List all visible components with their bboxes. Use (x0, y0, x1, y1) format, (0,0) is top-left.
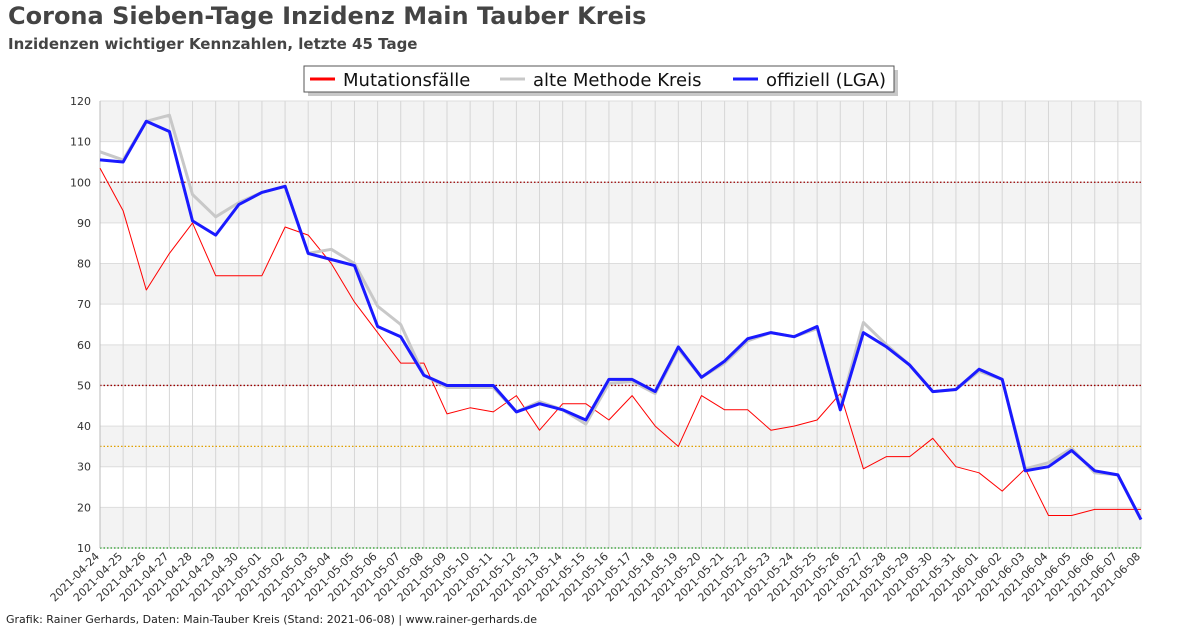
y-tick-label: 50 (77, 379, 91, 392)
legend: Mutationsfälle alte Methode Kreis offiziel… (303, 65, 898, 96)
y-tick-label: 20 (77, 501, 91, 514)
y-tick-label: 80 (77, 258, 91, 271)
chart-subtitle: Inzidenzen wichtiger Kennzahlen, letzte … (8, 35, 418, 53)
y-tick-label: 10 (77, 542, 91, 555)
legend-label: offiziell (LGA) (766, 70, 886, 91)
y-tick-label: 40 (77, 420, 91, 433)
chart-title: Corona Sieben-Tage Inzidenz Main Tauber … (8, 2, 647, 30)
background-band (100, 426, 1141, 467)
background-band (100, 507, 1141, 548)
y-tick-label: 60 (77, 339, 91, 352)
y-tick-label: 120 (70, 95, 91, 108)
plot-background-bands (100, 101, 1141, 548)
y-tick-label: 70 (77, 298, 91, 311)
background-band (100, 101, 1141, 142)
background-band (100, 263, 1141, 305)
y-tick-label: 90 (77, 217, 91, 230)
data-series (99, 113, 1143, 521)
footer-credit: Grafik: Rainer Gerhards, Daten: Main-Tau… (6, 613, 538, 626)
y-tick-label: 30 (77, 461, 91, 474)
background-band (100, 182, 1141, 223)
grid-lines (99, 100, 1142, 549)
series-line (99, 167, 1141, 516)
y-tick-label: 110 (70, 136, 91, 149)
y-tick-label: 100 (70, 176, 91, 189)
x-tick-labels: 2021-04-242021-04-252021-04-262021-04-27… (48, 550, 1143, 604)
y-tick-labels: 10 20 30 40 50 60 70 80 90 100 110 120 (70, 95, 91, 555)
legend-label: Mutationsfälle (343, 70, 470, 91)
series-line (99, 119, 1143, 521)
legend-label: alte Methode Kreis (533, 70, 701, 91)
legend-box (303, 65, 895, 93)
